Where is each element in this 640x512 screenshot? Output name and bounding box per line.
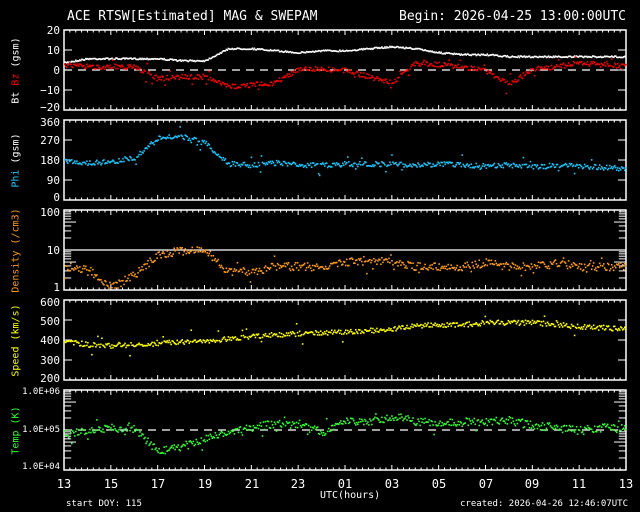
xtick: 17 <box>150 477 166 491</box>
ytick: 10 <box>46 244 60 257</box>
xtick: 21 <box>244 477 260 491</box>
xtick: 07 <box>478 477 494 491</box>
ytick: 1.0E+06 <box>22 387 60 397</box>
xtick: 01 <box>337 477 353 491</box>
created-time: created: 2026-04-26 12:46:07UTC <box>460 499 628 509</box>
ytick: 400 <box>40 334 60 347</box>
chart-title: ACE RTSW[Estimated] MAG & SWEPAM <box>67 9 318 24</box>
ytick: −10 <box>40 84 60 97</box>
xtick: 23 <box>290 477 306 491</box>
ytick: 500 <box>40 315 60 328</box>
ytick: 0 <box>53 191 60 204</box>
xtick: 09 <box>524 477 540 491</box>
ytick: 1 <box>53 281 60 294</box>
ytick: 270 <box>40 134 60 147</box>
xtick: 15 <box>103 477 119 491</box>
ytick: 360 <box>40 116 60 129</box>
ytick: 100 <box>40 206 60 219</box>
ytick: 600 <box>40 296 60 309</box>
begin-time: Begin: 2026-04-25 13:00:00UTC <box>399 9 626 24</box>
xtick: 05 <box>431 477 447 491</box>
ytick: 1.0E+05 <box>22 425 60 435</box>
ytick: 200 <box>40 372 60 385</box>
x-axis-label: UTC(hours) <box>320 490 381 501</box>
ytick: 180 <box>40 154 60 167</box>
xtick: 19 <box>197 477 213 491</box>
ytick: 1.0E+04 <box>22 462 60 472</box>
ytick: 300 <box>40 354 60 367</box>
ytick: −20 <box>40 101 60 114</box>
xtick: 11 <box>571 477 587 491</box>
ytick: 90 <box>46 174 60 187</box>
ytick: 20 <box>46 24 60 37</box>
start-doy: start DOY: 115 <box>66 499 142 509</box>
ytick: 0 <box>53 64 60 77</box>
xtick: 13 <box>56 477 72 491</box>
xtick: 03 <box>384 477 400 491</box>
xtick: 13 <box>618 477 634 491</box>
ylabel-temp-unit: (K) <box>10 406 22 425</box>
ytick: 10 <box>46 44 60 57</box>
